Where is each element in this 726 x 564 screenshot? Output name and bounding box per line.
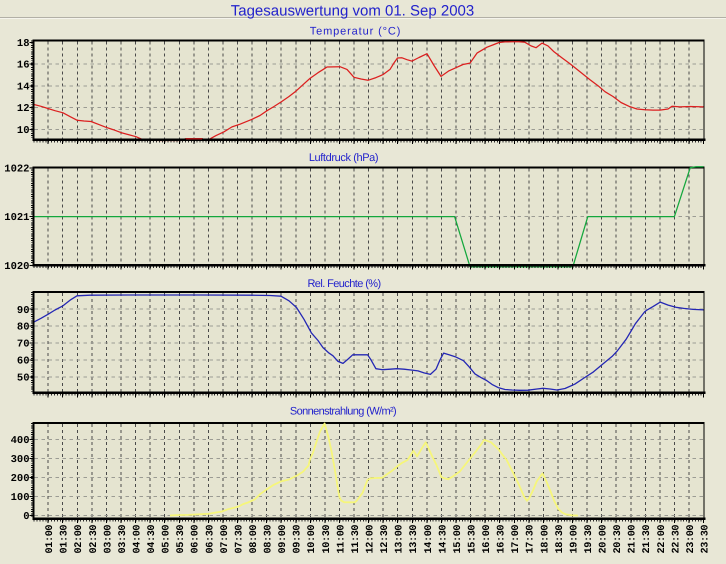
svg-text:05:30: 05:30 <box>176 525 187 554</box>
svg-text:1020: 1020 <box>4 261 29 273</box>
svg-text:02:00: 02:00 <box>74 525 85 554</box>
svg-text:01:00: 01:00 <box>45 525 56 554</box>
svg-text:10:00: 10:00 <box>307 525 318 554</box>
svg-text:15:30: 15:30 <box>468 525 479 554</box>
svg-text:18:30: 18:30 <box>555 525 566 554</box>
svg-text:200: 200 <box>11 473 30 485</box>
svg-text:05:00: 05:00 <box>162 525 173 554</box>
svg-text:16:30: 16:30 <box>497 525 508 554</box>
svg-text:23:30: 23:30 <box>701 525 712 554</box>
svg-text:19:30: 19:30 <box>584 525 595 554</box>
svg-text:02:30: 02:30 <box>89 525 100 554</box>
svg-text:08:30: 08:30 <box>264 525 275 554</box>
svg-text:03:30: 03:30 <box>118 525 129 554</box>
svg-text:04:00: 04:00 <box>133 525 144 554</box>
svg-text:Sonnenstrahlung (W/m²): Sonnenstrahlung (W/m²) <box>290 406 396 418</box>
svg-text:23:00: 23:00 <box>686 525 697 554</box>
svg-text:16:00: 16:00 <box>482 525 493 554</box>
svg-text:07:00: 07:00 <box>220 525 231 554</box>
svg-text:17:00: 17:00 <box>511 525 522 554</box>
svg-text:13:00: 13:00 <box>395 525 406 554</box>
svg-text:20:30: 20:30 <box>613 525 624 554</box>
svg-text:14:30: 14:30 <box>438 525 449 554</box>
svg-text:14: 14 <box>17 81 30 93</box>
svg-text:300: 300 <box>11 454 30 466</box>
svg-text:18: 18 <box>17 38 30 50</box>
svg-text:70: 70 <box>17 339 30 351</box>
svg-text:17:30: 17:30 <box>526 525 537 554</box>
svg-text:16: 16 <box>17 60 30 72</box>
svg-text:08:00: 08:00 <box>249 525 260 554</box>
svg-text:03:00: 03:00 <box>103 525 114 554</box>
svg-text:Temperatur (°C): Temperatur (°C) <box>310 26 402 38</box>
svg-text:0: 0 <box>23 511 29 523</box>
svg-text:90: 90 <box>17 305 30 317</box>
svg-text:06:30: 06:30 <box>205 525 216 554</box>
svg-text:Luftdruck (hPa): Luftdruck (hPa) <box>309 152 378 164</box>
svg-text:19:00: 19:00 <box>569 525 580 554</box>
svg-text:20:00: 20:00 <box>599 525 610 554</box>
svg-text:18:00: 18:00 <box>540 525 551 554</box>
svg-text:12:30: 12:30 <box>380 525 391 554</box>
svg-text:11:30: 11:30 <box>351 525 362 554</box>
svg-text:14:00: 14:00 <box>424 525 435 554</box>
svg-text:80: 80 <box>17 322 30 334</box>
svg-text:04:30: 04:30 <box>147 525 158 554</box>
svg-text:Tagesauswertung vom 01. Sep 20: Tagesauswertung vom 01. Sep 2003 <box>231 3 475 20</box>
svg-text:12:00: 12:00 <box>366 525 377 554</box>
svg-text:13:30: 13:30 <box>409 525 420 554</box>
svg-text:60: 60 <box>17 356 30 368</box>
svg-text:21:30: 21:30 <box>642 525 653 554</box>
svg-text:22:30: 22:30 <box>671 525 682 554</box>
svg-text:Rel. Feuchte (%): Rel. Feuchte (%) <box>307 278 380 290</box>
svg-text:400: 400 <box>11 435 30 447</box>
svg-text:12: 12 <box>17 103 30 115</box>
svg-text:1021: 1021 <box>4 212 29 224</box>
svg-text:100: 100 <box>11 492 30 504</box>
svg-text:10:30: 10:30 <box>322 525 333 554</box>
svg-text:22:00: 22:00 <box>657 525 668 554</box>
svg-text:10: 10 <box>17 125 30 137</box>
svg-text:11:00: 11:00 <box>336 525 347 554</box>
svg-text:15:00: 15:00 <box>453 525 464 554</box>
svg-text:09:00: 09:00 <box>278 525 289 554</box>
svg-text:07:30: 07:30 <box>234 525 245 554</box>
svg-text:50: 50 <box>17 372 30 384</box>
svg-text:21:00: 21:00 <box>628 525 639 554</box>
svg-text:09:30: 09:30 <box>293 525 304 554</box>
svg-text:01:30: 01:30 <box>60 525 71 554</box>
svg-text:06:00: 06:00 <box>191 525 202 554</box>
svg-text:1022: 1022 <box>4 163 29 175</box>
